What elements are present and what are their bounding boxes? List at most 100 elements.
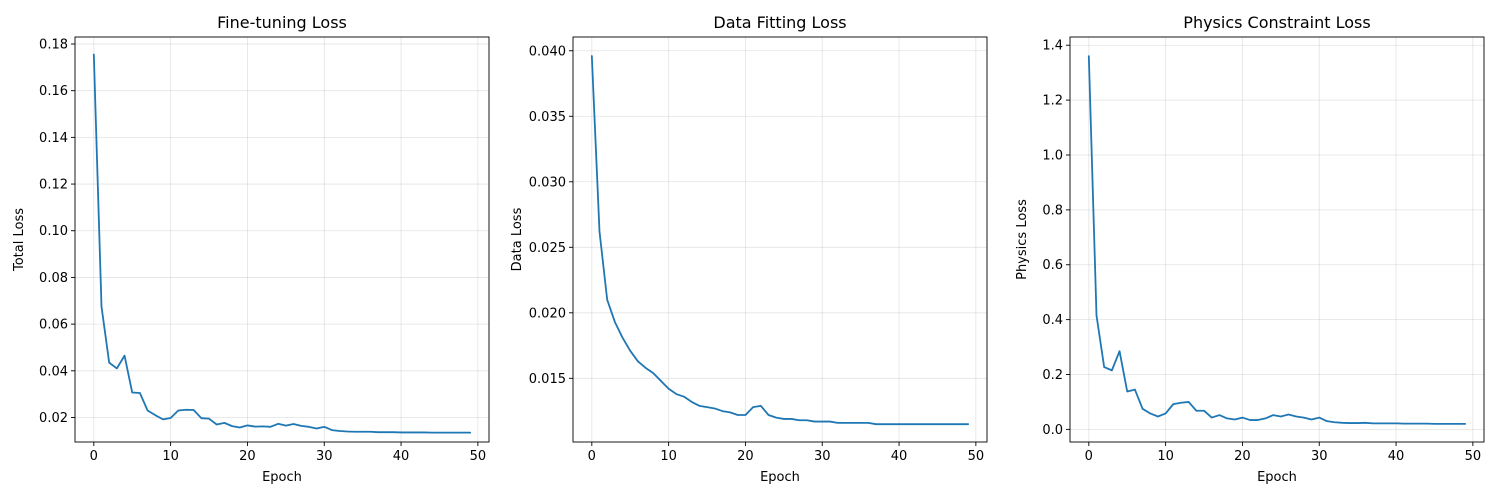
data-point — [308, 426, 310, 428]
data-point — [116, 367, 118, 370]
chart-title: Data Fitting Loss — [713, 13, 846, 32]
data-point — [691, 401, 693, 403]
data-point — [1449, 423, 1451, 425]
data-point — [438, 432, 441, 434]
data-point — [300, 425, 302, 427]
y-tick-label: 0.6 — [1042, 258, 1063, 273]
data-point — [108, 362, 110, 364]
data-point — [591, 55, 593, 57]
data-point — [813, 420, 816, 423]
data-point — [1349, 422, 1351, 424]
data-point — [315, 427, 318, 430]
data-point — [246, 424, 249, 427]
y-tick-label: 0.020 — [529, 306, 566, 321]
data-point — [1103, 366, 1105, 368]
data-point — [362, 431, 364, 433]
x-tick-label: 10 — [1157, 449, 1174, 464]
y-tick-label: 0.02 — [39, 411, 68, 426]
data-point — [1203, 410, 1205, 412]
data-point — [285, 425, 287, 427]
data-point — [369, 431, 371, 433]
x-tick-label: 40 — [393, 449, 410, 464]
data-point — [200, 417, 202, 419]
data-point — [1395, 422, 1397, 424]
data-point — [737, 414, 739, 416]
x-tick-label: 20 — [239, 449, 256, 464]
data-point — [1372, 422, 1374, 424]
data-point — [185, 409, 187, 411]
data-point — [875, 423, 877, 425]
y-tick-label: 0.12 — [39, 178, 68, 193]
data-point — [744, 414, 747, 416]
data-point — [721, 410, 723, 412]
data-point — [660, 380, 662, 382]
y-tick-label: 0.030 — [529, 175, 566, 190]
data-point — [1088, 55, 1090, 57]
data-point — [790, 418, 793, 420]
axes-frame — [1069, 36, 1485, 443]
data-point — [598, 230, 601, 233]
data-point — [1326, 420, 1328, 422]
x-tick-label: 20 — [1234, 449, 1251, 464]
data-point — [400, 431, 402, 434]
x-tick-label: 50 — [968, 449, 985, 464]
data-point — [1149, 412, 1151, 415]
data-point — [131, 391, 133, 394]
y-tick-label: 0.14 — [39, 131, 68, 146]
data-point — [1280, 415, 1282, 418]
data-point — [431, 432, 433, 434]
data-point — [944, 423, 946, 425]
data-point — [675, 393, 677, 395]
data-point — [231, 425, 233, 427]
data-point — [277, 423, 279, 425]
x-tick-label: 30 — [814, 449, 831, 464]
data-point — [1341, 422, 1343, 424]
data-point — [469, 432, 471, 434]
x-tick-label: 10 — [660, 449, 677, 464]
data-point — [637, 360, 639, 362]
data-point — [415, 431, 418, 434]
data-point — [346, 430, 348, 433]
data-point — [1095, 314, 1098, 317]
data-point — [385, 431, 387, 433]
data-point — [829, 420, 831, 423]
data-point — [1134, 388, 1136, 391]
x-tick-label: 30 — [1311, 449, 1328, 464]
data-point — [1234, 418, 1236, 421]
data-point — [423, 431, 425, 434]
data-point — [798, 419, 800, 421]
data-point — [292, 423, 295, 425]
chart-title: Fine-tuning Loss — [217, 13, 347, 32]
x-tick-label: 0 — [1085, 449, 1093, 464]
data-point — [852, 422, 854, 424]
data-point — [1165, 412, 1167, 415]
data-point — [446, 432, 448, 434]
data-point — [837, 422, 839, 424]
y-axis-label: Total Loss — [12, 208, 27, 272]
y-tick-label: 0.040 — [529, 44, 566, 59]
data-point — [1456, 423, 1459, 425]
data-point — [760, 405, 762, 407]
y-tick-label: 0.015 — [529, 372, 566, 387]
data-point — [806, 419, 808, 421]
data-point — [177, 409, 179, 412]
data-point — [323, 426, 325, 428]
x-tick-label: 0 — [588, 449, 596, 464]
y-tick-label: 0.08 — [39, 271, 68, 286]
axes-frame — [74, 36, 490, 443]
data-point — [1218, 414, 1220, 416]
data-point — [1241, 416, 1244, 419]
data-point — [193, 409, 195, 411]
data-point — [767, 414, 770, 416]
data-point — [1303, 416, 1305, 419]
data-point — [621, 337, 624, 339]
data-point — [1295, 415, 1297, 418]
y-axis-label: Physics Loss — [1015, 199, 1030, 280]
data-point — [1403, 423, 1405, 425]
y-tick-label: 0.18 — [39, 38, 68, 53]
data-point — [223, 422, 225, 424]
data-point — [821, 420, 823, 423]
data-point — [1195, 410, 1197, 412]
data-point — [729, 411, 731, 413]
data-point — [162, 418, 164, 420]
